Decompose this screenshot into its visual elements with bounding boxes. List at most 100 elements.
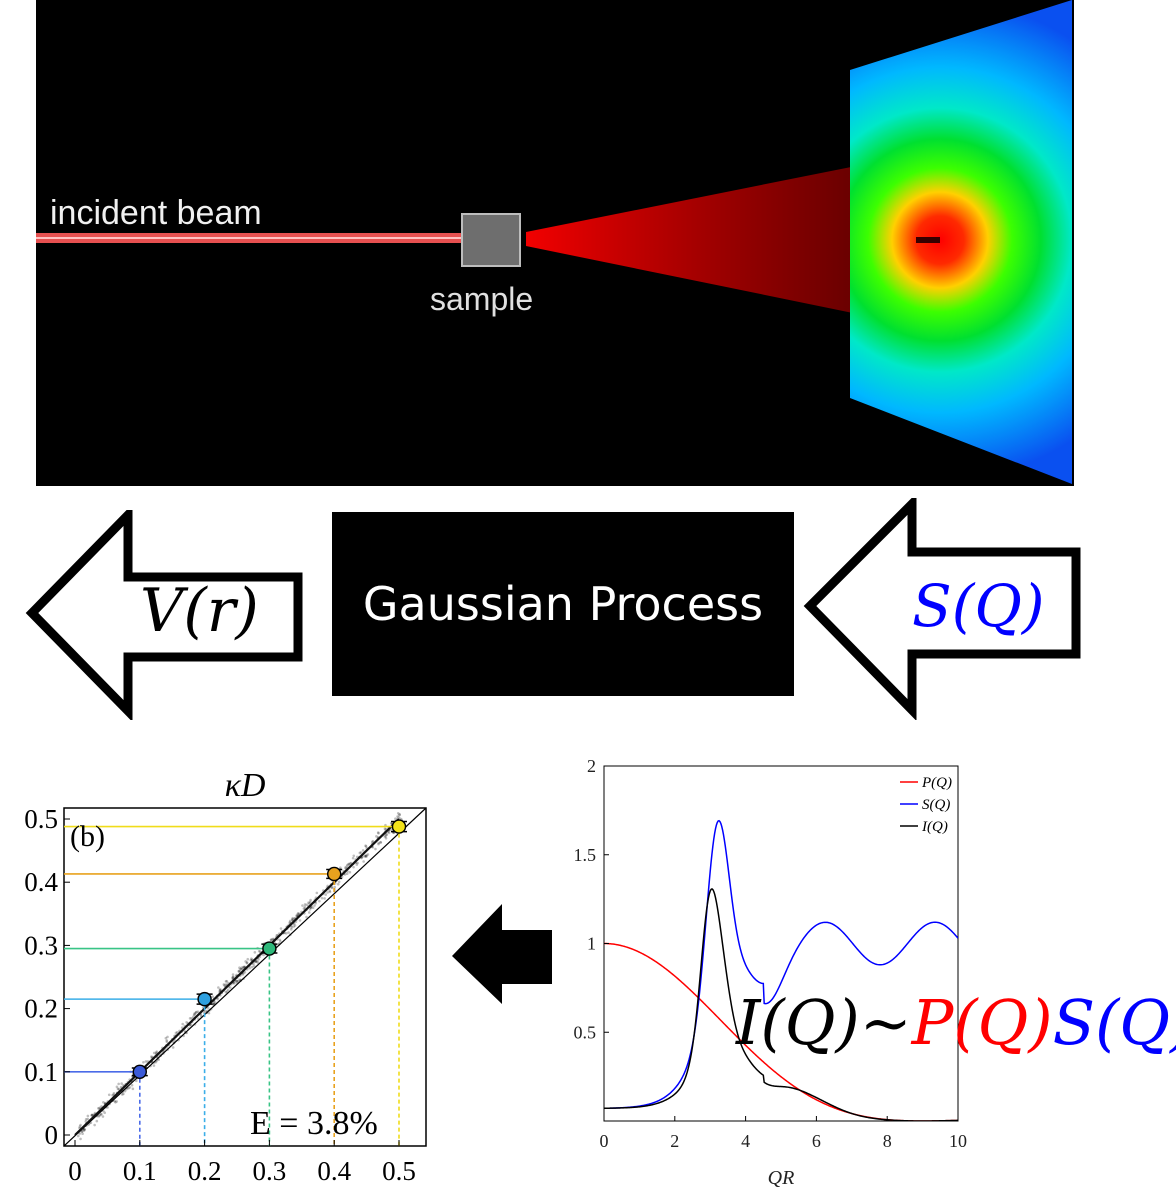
prediction-sample: [155, 1050, 159, 1053]
prediction-sample: [328, 889, 331, 892]
prediction-sample: [83, 1128, 86, 1131]
prediction-sample: [245, 961, 249, 965]
panel-label: (b): [70, 820, 105, 853]
x-axis-label: QR: [768, 1167, 795, 1189]
prediction-sample: [254, 960, 258, 963]
prediction-sample: [97, 1114, 101, 1118]
prediction-sample: [363, 855, 367, 858]
series-line-2: [604, 888, 958, 1121]
prediction-sample: [365, 855, 368, 858]
x-tick-label: 0.2: [188, 1156, 222, 1186]
prediction-sample: [364, 854, 368, 858]
prediction-sample: [90, 1114, 93, 1117]
prediction-sample: [385, 833, 389, 837]
prediction-sample: [379, 841, 383, 844]
prediction-sample: [78, 1125, 82, 1128]
prediction-sample: [238, 966, 241, 970]
prediction-sample: [134, 1079, 138, 1083]
prediction-sample: [348, 870, 352, 874]
prediction-sample: [314, 901, 317, 905]
prediction-sample: [396, 811, 400, 815]
prediction-sample: [217, 986, 220, 989]
prediction-sample: [389, 821, 393, 825]
y-tick-label: 2: [587, 756, 596, 776]
prediction-sample: [351, 856, 355, 860]
prediction-sample: [289, 928, 293, 931]
y-tick-label: 0.4: [24, 867, 58, 897]
prediction-sample: [211, 995, 215, 999]
prediction-sample: [123, 1089, 127, 1093]
parity-point: [197, 991, 212, 1007]
prediction-sample: [361, 849, 365, 852]
x-tick-label: 8: [883, 1131, 892, 1151]
prediction-sample: [231, 976, 234, 980]
prediction-sample: [171, 1046, 175, 1049]
prediction-sample: [336, 882, 340, 886]
prediction-sample: [93, 1123, 96, 1127]
prediction-sample: [239, 967, 243, 971]
prediction-sample: [279, 940, 282, 943]
prediction-sample: [150, 1055, 153, 1058]
prediction-sample: [398, 813, 401, 816]
prediction-sample: [166, 1035, 169, 1039]
prediction-sample: [111, 1093, 114, 1097]
prediction-sample: [106, 1106, 109, 1109]
prediction-sample: [387, 831, 391, 835]
prediction-sample: [196, 1010, 200, 1013]
prediction-sample: [262, 953, 265, 957]
potential-label: V(r): [140, 576, 259, 646]
prediction-sample: [295, 914, 298, 918]
prediction-sample: [199, 1013, 203, 1017]
prediction-sample: [117, 1087, 121, 1091]
prediction-sample: [302, 907, 306, 910]
prediction-sample: [307, 911, 311, 914]
prediction-sample: [377, 842, 380, 846]
prediction-sample: [76, 1134, 80, 1138]
prediction-sample: [144, 1060, 148, 1063]
prediction-sample: [112, 1091, 116, 1095]
prediction-sample: [224, 980, 228, 983]
prediction-sample: [207, 1006, 210, 1010]
y-tick-label: 0.2: [24, 994, 58, 1024]
prediction-sample: [103, 1111, 107, 1114]
legend-label: P(Q): [921, 775, 952, 791]
prediction-sample: [290, 918, 294, 922]
prediction-sample: [345, 872, 349, 876]
prediction-sample: [323, 897, 326, 900]
prediction-sample: [188, 1017, 192, 1020]
x-tick-label: 6: [812, 1131, 821, 1151]
prediction-sample: [237, 969, 240, 973]
prediction-sample: [244, 960, 247, 963]
prediction-sample: [131, 1087, 135, 1091]
prediction-sample: [102, 1100, 105, 1104]
prediction-sample: [343, 873, 347, 876]
gaussian-process-box: Gaussian Process: [332, 512, 794, 696]
x-tick-label: 0: [68, 1156, 82, 1186]
prediction-sample: [315, 891, 319, 895]
prediction-sample: [384, 836, 388, 840]
x-tick-label: 0.3: [253, 1156, 287, 1186]
prediction-sample: [324, 893, 328, 896]
prediction-sample: [98, 1106, 102, 1110]
prediction-sample: [309, 898, 312, 902]
prediction-sample: [107, 1093, 111, 1097]
formula-form-factor-part: P(Q): [911, 986, 1053, 1059]
prediction-sample: [366, 853, 370, 856]
prediction-sample: [383, 827, 387, 831]
prediction-sample: [379, 840, 382, 844]
x-tick-label: 2: [670, 1131, 679, 1151]
prediction-sample: [291, 916, 295, 920]
prediction-sample: [287, 931, 290, 934]
prediction-sample: [326, 891, 329, 894]
prediction-sample: [235, 979, 238, 983]
prediction-sample: [347, 862, 351, 866]
prediction-sample: [291, 917, 294, 921]
prediction-sample: [358, 851, 362, 855]
prediction-sample: [185, 1021, 188, 1024]
prediction-sample: [225, 990, 229, 993]
prediction-sample: [346, 863, 349, 867]
prediction-sample: [122, 1092, 125, 1096]
prediction-sample: [212, 1003, 215, 1006]
prediction-sample: [84, 1118, 88, 1121]
prediction-sample: [394, 817, 397, 821]
